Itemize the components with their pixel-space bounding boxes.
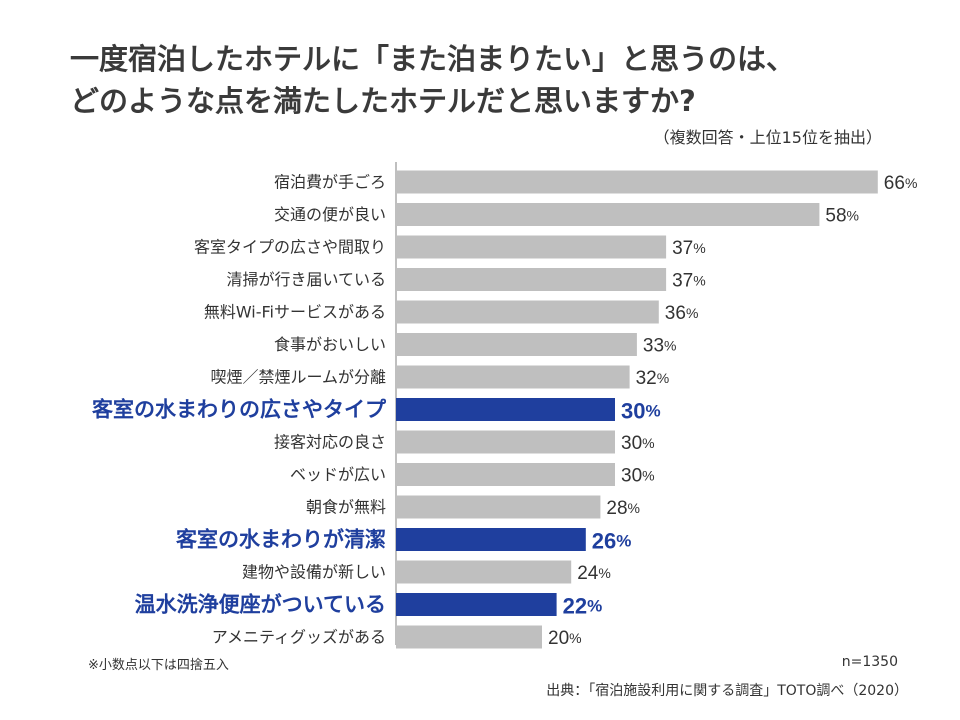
value-label: 58%	[825, 205, 859, 226]
bar	[396, 170, 878, 194]
category-label: 宿泊費が手ごろ	[274, 173, 386, 192]
bar	[396, 398, 615, 421]
category-label: 温水洗浄便座がついている	[135, 593, 386, 617]
value-label: 30%	[621, 398, 661, 423]
value-label: 36%	[665, 303, 699, 324]
category-label: アメニティグッズがある	[212, 628, 386, 647]
value-label: 37%	[672, 270, 706, 291]
bar	[396, 495, 601, 519]
chart-subnote: （複数回答・上位15位を抽出）	[653, 128, 882, 147]
value-label: 22%	[563, 593, 603, 618]
value-label: 37%	[672, 238, 706, 259]
bar	[396, 235, 667, 259]
footnote: ※小数点以下は四捨五入	[88, 658, 229, 673]
category-label: 清掃が行き届いている	[226, 270, 386, 289]
category-label: 客室の水まわりの広さやタイプ	[92, 398, 387, 422]
bar	[396, 593, 557, 616]
chart-title-line-2: どのような点を満たしたホテルだと思いますか?	[70, 84, 696, 118]
bar	[396, 528, 586, 551]
category-label: 喫煙／禁煙ルームが分離	[210, 368, 386, 387]
bar	[396, 203, 820, 226]
source-label: 出典：「宿泊施設利用に関する調査」TOTO調べ（2020）	[546, 683, 908, 699]
bar	[396, 560, 572, 584]
category-label: 交通の便が良い	[274, 205, 386, 224]
category-label: 建物や設備が新しい	[242, 563, 386, 582]
bar	[396, 300, 659, 324]
bar	[396, 333, 637, 356]
value-label: 30%	[621, 433, 655, 454]
value-label: 24%	[577, 563, 611, 584]
category-label: 無料Wi-Fiサービスがある	[204, 303, 386, 322]
category-label: 食事がおいしい	[274, 335, 386, 354]
bar	[396, 625, 542, 649]
bar	[396, 463, 615, 486]
value-label: 28%	[606, 498, 640, 519]
category-label: 客室の水まわりが清潔	[176, 528, 386, 552]
bar	[396, 268, 667, 291]
value-label: 30%	[621, 465, 655, 486]
category-label: 朝食が無料	[306, 498, 386, 517]
chart-title-line-1: 一度宿泊したホテルに「また泊まりたい」と思うのは、	[70, 42, 796, 76]
bar	[396, 430, 615, 454]
value-label: 33%	[643, 335, 677, 356]
category-label: 客室タイプの広さや間取り	[194, 238, 386, 257]
sample-size-label: n=1350	[841, 654, 898, 670]
value-label: 66%	[884, 173, 918, 194]
value-label: 26%	[592, 528, 632, 553]
value-label: 20%	[548, 628, 582, 649]
value-label: 32%	[636, 368, 670, 389]
chart-title: 一度宿泊したホテルに「また泊まりたい」と思うのは、 どのような点を満たしたホテル…	[70, 38, 920, 122]
category-label: ベッドが広い	[290, 465, 386, 484]
category-label: 接客対応の良さ	[274, 433, 386, 452]
bar	[396, 365, 630, 389]
